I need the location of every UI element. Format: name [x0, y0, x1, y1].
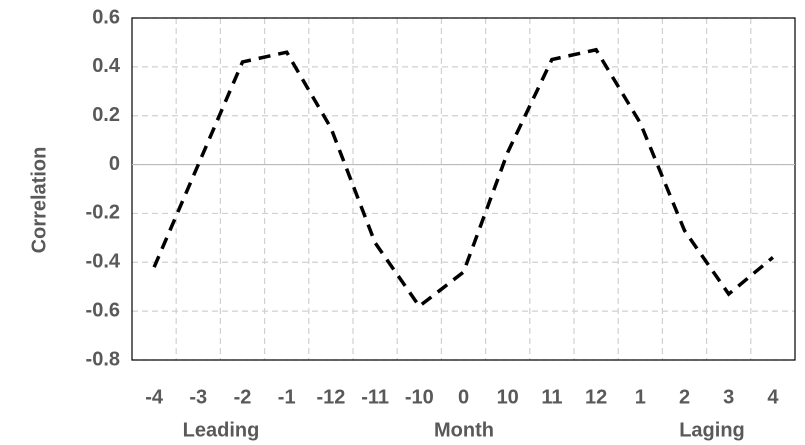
y-tick-label: 0.6 [92, 6, 120, 28]
x-tick-label: 0 [458, 386, 469, 408]
y-axis-label: Correlation [28, 147, 50, 254]
annotation: Laging [679, 419, 745, 441]
x-tick-label: 11 [541, 386, 562, 408]
x-axis-label: Month [434, 419, 494, 441]
y-tick-label: 0.2 [92, 104, 120, 126]
x-tick-label: -11 [361, 386, 389, 408]
x-tick-label: 2 [679, 386, 690, 408]
x-tick-label: 12 [585, 386, 607, 408]
y-tick-label: -0.2 [86, 202, 120, 224]
y-tick-label: -0.8 [86, 348, 120, 370]
y-tick-label: -0.6 [86, 299, 120, 321]
annotation: Leading [183, 419, 260, 441]
x-tick-label: -12 [316, 386, 345, 408]
x-tick-label: -10 [405, 386, 434, 408]
x-tick-label: 4 [767, 386, 779, 408]
x-tick-label: 10 [497, 386, 519, 408]
plot-frame [131, 17, 796, 361]
y-tick-label: -0.4 [86, 251, 121, 273]
x-tick-label: 3 [723, 386, 734, 408]
x-tick-label: -1 [278, 386, 296, 408]
x-tick-label: -3 [189, 386, 207, 408]
line-series [152, 47, 775, 309]
x-tick-label: -4 [145, 386, 164, 408]
y-tick-label: 0.4 [92, 55, 121, 77]
x-tick-label: -2 [234, 386, 252, 408]
y-tick-label: 0 [109, 153, 120, 175]
x-tick-label: 1 [635, 386, 646, 408]
